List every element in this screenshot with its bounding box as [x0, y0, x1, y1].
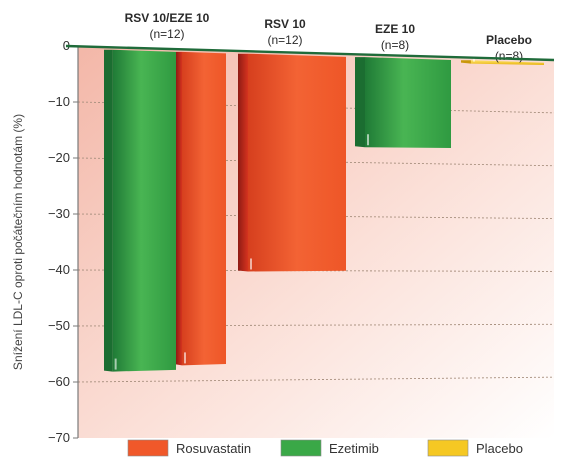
y-axis-title: Snížení LDL-C oproti počátečním hodnotám… [11, 114, 25, 370]
legend-label: Rosuvastatin [176, 441, 251, 456]
bar-side [355, 57, 365, 148]
bar-side [176, 51, 182, 366]
legend-swatch [427, 439, 469, 457]
gridline [77, 269, 555, 272]
bar-placebo-4 [470, 60, 544, 65]
group-n: (n=12) [267, 33, 302, 47]
zero-baseline [65, 44, 555, 62]
bar-rosuvastatin-1 [182, 51, 226, 366]
group-n: (n=8) [495, 49, 523, 63]
y-tick-label: −10 [48, 94, 70, 109]
y-tick-label: −20 [48, 150, 70, 165]
y-tick-label: −60 [48, 374, 70, 389]
legend: Rosuvastatin Ezetimib Placebo [127, 439, 523, 457]
y-tick-label: −40 [48, 262, 70, 277]
y-tick-label: −30 [48, 206, 70, 221]
legend-label: Ezetimib [329, 441, 379, 456]
gridline [77, 323, 555, 327]
y-tick-label: −50 [48, 318, 70, 333]
gridline [77, 101, 555, 114]
legend-label: Placebo [476, 441, 523, 456]
bar-rosuvastatin-2 [248, 53, 346, 272]
group-title: RSV 10 [264, 17, 306, 31]
legend-swatch [280, 439, 322, 457]
y-tick-labels: 0−10−20−30−40−50−60−70 [48, 38, 70, 445]
gridline [77, 376, 555, 383]
bar-ezetimib-1 [112, 49, 176, 372]
legend-swatch [127, 439, 169, 457]
gridline [77, 213, 555, 220]
group-labels-layer: RSV 10/EZE 10 (n=12) RSV 10 (n=12) EZE 10 (n=… [125, 11, 532, 63]
group-title: Placebo [486, 33, 532, 47]
bar-side [104, 49, 113, 372]
y-tick-label: −70 [48, 430, 70, 445]
grid-layer [73, 45, 555, 439]
gridline [77, 157, 555, 167]
bar-ezetimib-3 [365, 57, 451, 148]
group-n: (n=8) [381, 38, 409, 52]
bars-layer [104, 49, 544, 372]
group-title: EZE 10 [375, 22, 415, 36]
bar-side [461, 60, 471, 64]
group-title: RSV 10/EZE 10 [125, 11, 210, 25]
group-n: (n=12) [149, 27, 184, 41]
bar-side [238, 53, 248, 272]
